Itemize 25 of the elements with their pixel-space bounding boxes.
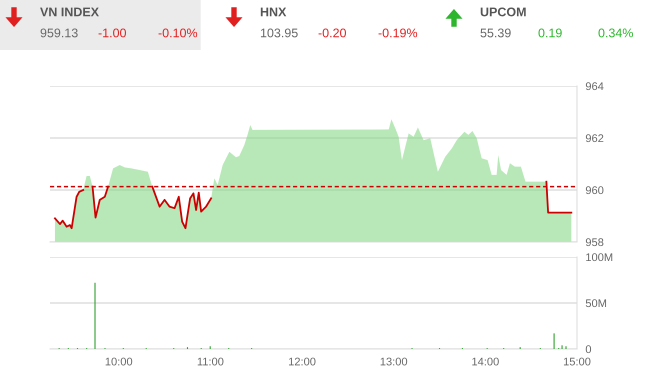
category-label: UPCOM [480, 8, 526, 16]
text: -0.10% [158, 28, 198, 38]
text: -0.19% [378, 28, 418, 38]
y-tick-label: 958 [586, 238, 604, 246]
text: 0.19 [538, 28, 562, 38]
x-tick-label: 13:00 [380, 358, 408, 366]
text: 0.34% [598, 28, 633, 38]
x-tick-label: 11:00 [198, 358, 224, 366]
y-tick-label: 50M [586, 299, 606, 308]
y-tick-label: 0 [586, 345, 592, 354]
category-label: VN INDEX [40, 8, 99, 16]
y-tick-label: 964 [586, 82, 604, 90]
x-tick-label: 14:00 [472, 358, 499, 366]
x-tick-label: 10:00 [106, 358, 132, 366]
text: -1.00 [98, 28, 126, 38]
y-tick-label: 100M [586, 253, 612, 262]
y-tick-label: 962 [586, 134, 604, 142]
y-tick-label: 960 [586, 186, 604, 194]
x-tick-label: 15:00 [564, 358, 590, 366]
text: 103.95 [260, 28, 298, 38]
text: -0.20 [318, 28, 346, 38]
x-tick-label: 12:00 [288, 358, 316, 366]
text: 959.13 [40, 28, 78, 38]
category-label: HNX [260, 8, 286, 16]
text: 55.39 [480, 28, 511, 38]
